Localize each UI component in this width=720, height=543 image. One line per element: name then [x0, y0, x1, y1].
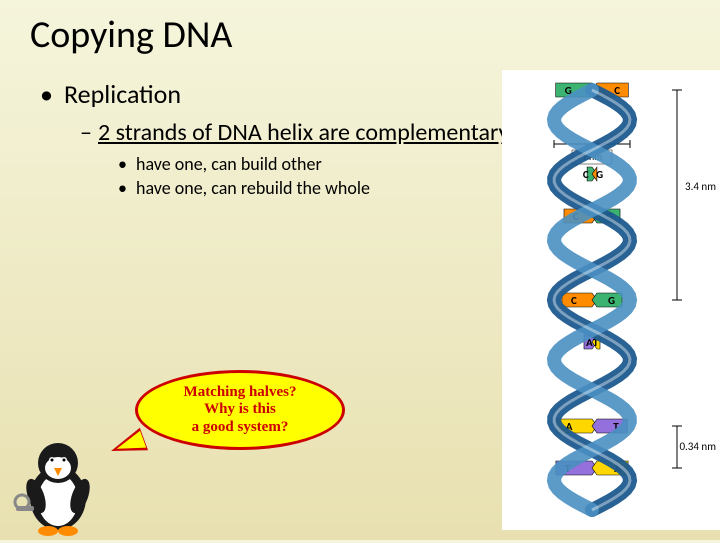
svg-text:G: G	[596, 168, 603, 181]
svg-text:C: C	[583, 168, 589, 181]
pitch-measurement: 3.4 nm	[685, 180, 716, 193]
level1-text: Replication	[64, 78, 181, 110]
bubble-line1: Matching halves?	[184, 384, 297, 400]
level2-text: 2 strands of DNA helix are complementary	[98, 118, 509, 147]
slide-title: Copying DNA	[0, 0, 720, 58]
level3a-text: have one, can build other	[136, 153, 322, 175]
speech-bubble: Matching halves? Why is this a good syst…	[135, 370, 345, 450]
bullet-dot: •	[40, 78, 64, 110]
bubble-line3: a good system?	[192, 419, 289, 435]
level3b-text: have one, can rebuild the whole	[136, 177, 370, 199]
rise-measurement: 0.34 nm	[679, 440, 716, 453]
svg-text:C: C	[571, 294, 577, 307]
bubble-text: Matching halves? Why is this a good syst…	[184, 384, 297, 436]
svg-text:G: G	[608, 294, 615, 307]
penguin-character	[8, 428, 108, 538]
bubble-line2: Why is this	[204, 401, 276, 417]
bullet-dot: •	[118, 177, 136, 199]
bullet-dot: •	[118, 153, 136, 175]
dash-icon: –	[80, 118, 98, 147]
dna-helix-diagram: 1 nmGCGCCGCGTAATTA 3.4 nm 0.34 nm	[502, 70, 720, 530]
